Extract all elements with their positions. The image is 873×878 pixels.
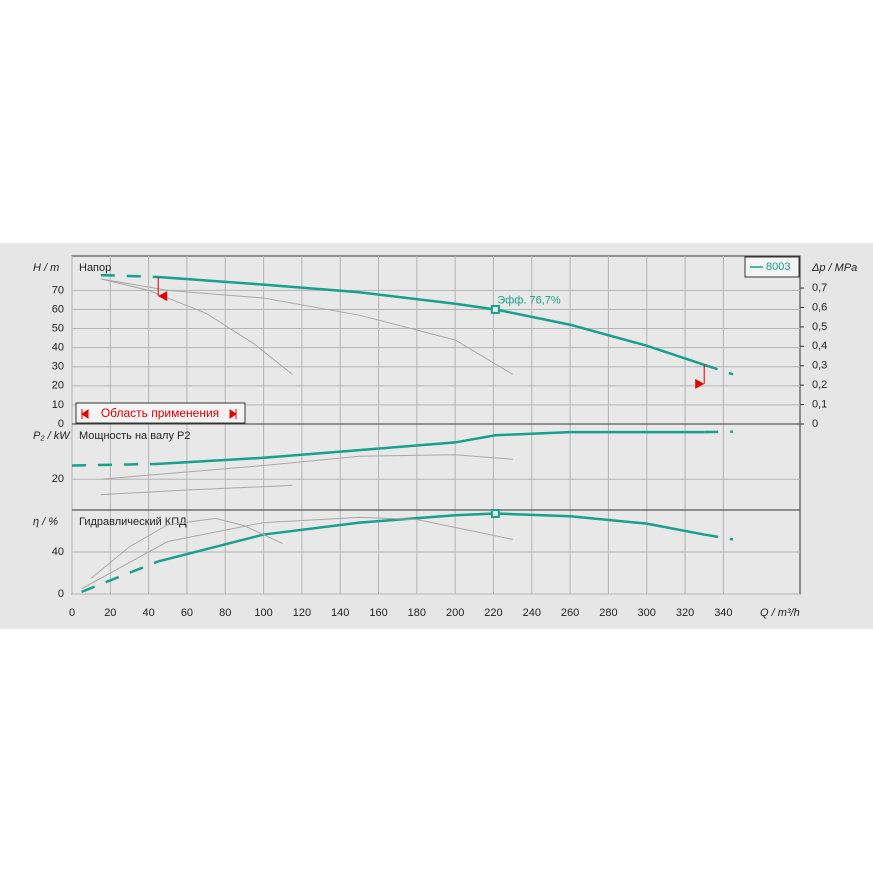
- x-tick-label: 260: [561, 607, 579, 619]
- x-tick-label: 120: [293, 607, 311, 619]
- legend-label: 8003: [766, 261, 790, 273]
- y-tick-label: 10: [52, 399, 64, 411]
- x-tick-label: 140: [331, 607, 349, 619]
- operating-point: [492, 510, 499, 517]
- y2-tick-label: 0,1: [812, 398, 827, 410]
- range-label: Область применения: [101, 406, 219, 420]
- y-axis-label: η / %: [33, 516, 58, 528]
- y2-axis-label: Δp / MPa: [811, 262, 857, 274]
- y-tick-label: 60: [52, 303, 64, 315]
- point-label: Эфф. 76,7%: [497, 294, 561, 306]
- y-axis-label: P₂ / kW: [33, 430, 71, 442]
- y-tick-label: 30: [52, 361, 64, 373]
- y-axis-label: H / m: [33, 262, 59, 274]
- y-tick-label: 40: [52, 546, 64, 558]
- plot-frame: [72, 256, 800, 594]
- x-tick-label: 60: [181, 607, 193, 619]
- y-tick-label: 70: [52, 284, 64, 296]
- y2-tick-label: 0,7: [812, 282, 827, 294]
- x-tick-label: 340: [714, 607, 732, 619]
- y-tick-label: 20: [52, 380, 64, 392]
- x-tick-label: 40: [143, 607, 155, 619]
- operating-point: [492, 306, 499, 313]
- y2-tick-label: 0,6: [812, 301, 827, 313]
- x-tick-label: 240: [523, 607, 541, 619]
- y-tick-label: 20: [52, 473, 64, 485]
- x-axis-label: Q / m³/h: [760, 607, 800, 619]
- x-tick-label: 80: [219, 607, 231, 619]
- x-tick-label: 300: [638, 607, 656, 619]
- x-tick-label: 280: [599, 607, 617, 619]
- x-tick-label: 160: [369, 607, 387, 619]
- panel-title: Гидравлический КПД: [79, 516, 187, 528]
- y-tick-label: 0: [58, 418, 64, 430]
- x-tick-label: 180: [408, 607, 426, 619]
- y2-tick-label: 0,2: [812, 379, 827, 391]
- panel-title: Напор: [79, 262, 111, 274]
- y2-tick-label: 0,3: [812, 360, 827, 372]
- y2-tick-label: 0,4: [812, 340, 827, 352]
- y2-tick-label: 0: [812, 418, 818, 430]
- y-tick-label: 50: [52, 322, 64, 334]
- x-tick-label: 0: [69, 607, 75, 619]
- x-tick-label: 100: [254, 607, 272, 619]
- panel-title: Мощность на валу P2: [79, 430, 191, 442]
- x-tick-label: 220: [484, 607, 502, 619]
- x-tick-label: 320: [676, 607, 694, 619]
- x-tick-label: 200: [446, 607, 464, 619]
- y-tick-label: 40: [52, 342, 64, 354]
- y-tick-label: 0: [58, 588, 64, 600]
- y2-tick-label: 0,5: [812, 321, 827, 333]
- x-tick-label: 20: [104, 607, 116, 619]
